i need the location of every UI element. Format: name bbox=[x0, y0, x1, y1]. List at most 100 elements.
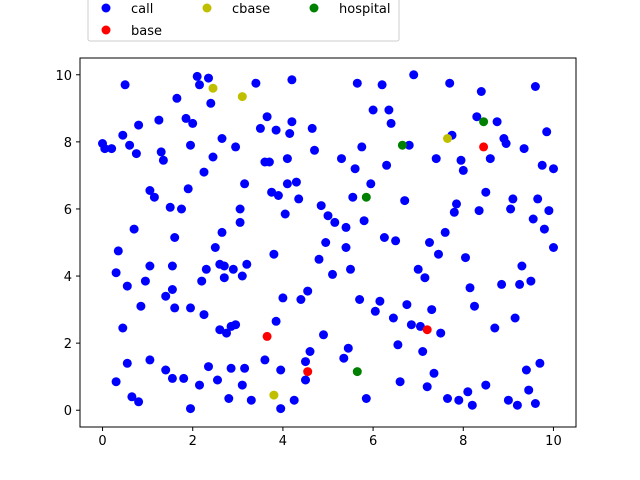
call-point bbox=[291, 177, 301, 187]
call-point bbox=[501, 139, 511, 148]
call-point bbox=[377, 80, 387, 90]
call-point bbox=[219, 273, 229, 283]
call-point bbox=[305, 347, 315, 356]
call-point bbox=[140, 276, 150, 286]
legend: call cbase hospital base bbox=[87, 0, 400, 42]
call-point bbox=[167, 285, 177, 294]
legend-marker-cbase bbox=[202, 3, 212, 13]
x-tick-label: 6 bbox=[369, 434, 377, 449]
call-point bbox=[427, 305, 437, 315]
call-point bbox=[287, 75, 297, 85]
call-point bbox=[231, 142, 241, 152]
hospital-point bbox=[479, 117, 489, 127]
call-point bbox=[206, 98, 216, 108]
x-tick-label: 8 bbox=[459, 434, 467, 449]
legend-marker-hospital bbox=[309, 3, 319, 13]
call-point bbox=[161, 291, 171, 301]
call-point bbox=[228, 264, 238, 274]
call-point bbox=[136, 301, 146, 311]
call-point bbox=[246, 395, 256, 405]
call-point bbox=[260, 355, 270, 365]
call-point bbox=[425, 238, 434, 247]
call-point bbox=[395, 377, 405, 387]
call-point bbox=[422, 382, 432, 392]
call-point bbox=[231, 320, 241, 330]
call-point bbox=[156, 147, 166, 157]
call-point bbox=[415, 321, 425, 331]
call-point bbox=[386, 118, 396, 128]
legend-label-base: base bbox=[131, 24, 162, 39]
call-point bbox=[467, 400, 477, 410]
call-point bbox=[339, 353, 349, 363]
call-point bbox=[192, 71, 202, 81]
call-point bbox=[530, 399, 540, 408]
call-point bbox=[384, 105, 394, 115]
call-point bbox=[310, 145, 319, 155]
call-point bbox=[240, 363, 250, 373]
call-point bbox=[215, 325, 225, 335]
call-point bbox=[217, 227, 227, 237]
call-point bbox=[100, 144, 110, 154]
call-point bbox=[542, 127, 552, 137]
call-point bbox=[278, 293, 288, 303]
call-point bbox=[436, 328, 446, 338]
call-point bbox=[113, 246, 123, 256]
call-point bbox=[549, 164, 558, 174]
call-point bbox=[409, 70, 419, 80]
call-point bbox=[167, 373, 177, 383]
call-point bbox=[172, 93, 182, 103]
call-point bbox=[251, 78, 261, 88]
call-point bbox=[195, 80, 204, 90]
call-point bbox=[204, 73, 213, 83]
cbase-point bbox=[269, 390, 279, 400]
call-point bbox=[355, 295, 365, 304]
call-point bbox=[341, 222, 351, 232]
call-point bbox=[208, 152, 218, 162]
call-point bbox=[497, 279, 507, 289]
call-point bbox=[319, 330, 328, 340]
call-point bbox=[429, 368, 439, 378]
call-point bbox=[294, 194, 304, 204]
call-point bbox=[122, 281, 132, 291]
call-point bbox=[512, 400, 522, 410]
call-point bbox=[544, 206, 554, 216]
call-point bbox=[461, 253, 470, 263]
call-point bbox=[276, 365, 286, 375]
call-point bbox=[120, 80, 130, 90]
call-point bbox=[418, 347, 428, 356]
call-point bbox=[393, 340, 403, 350]
call-point bbox=[197, 276, 207, 286]
call-point bbox=[465, 283, 475, 293]
call-point bbox=[370, 306, 380, 316]
x-tick-label: 4 bbox=[279, 434, 287, 449]
x-axis: 0 2 4 6 8 10 bbox=[98, 427, 562, 449]
call-point bbox=[262, 112, 272, 122]
call-point bbox=[122, 358, 132, 368]
call-point bbox=[167, 261, 177, 271]
call-point bbox=[177, 204, 186, 214]
call-point bbox=[224, 394, 234, 403]
legend-label-hospital: hospital bbox=[339, 2, 391, 17]
call-point bbox=[406, 320, 416, 330]
call-point bbox=[240, 179, 250, 189]
call-point bbox=[443, 394, 452, 403]
call-point bbox=[118, 323, 128, 333]
call-point bbox=[296, 295, 306, 304]
call-point bbox=[204, 362, 213, 372]
call-point bbox=[237, 271, 247, 281]
call-point bbox=[348, 192, 358, 202]
call-point bbox=[517, 261, 527, 271]
call-point bbox=[170, 303, 180, 313]
legend-label-cbase: cbase bbox=[232, 2, 270, 17]
call-point bbox=[165, 202, 175, 212]
call-point bbox=[434, 249, 443, 259]
y-tick-label: 4 bbox=[64, 270, 72, 285]
call-point bbox=[357, 142, 367, 152]
call-point bbox=[519, 144, 529, 154]
call-point bbox=[537, 160, 547, 170]
call-point bbox=[242, 259, 252, 269]
y-tick-label: 10 bbox=[55, 69, 72, 84]
y-axis: 0 2 4 6 8 10 bbox=[55, 69, 80, 419]
legend-box bbox=[87, 0, 400, 42]
call-point bbox=[470, 301, 479, 311]
